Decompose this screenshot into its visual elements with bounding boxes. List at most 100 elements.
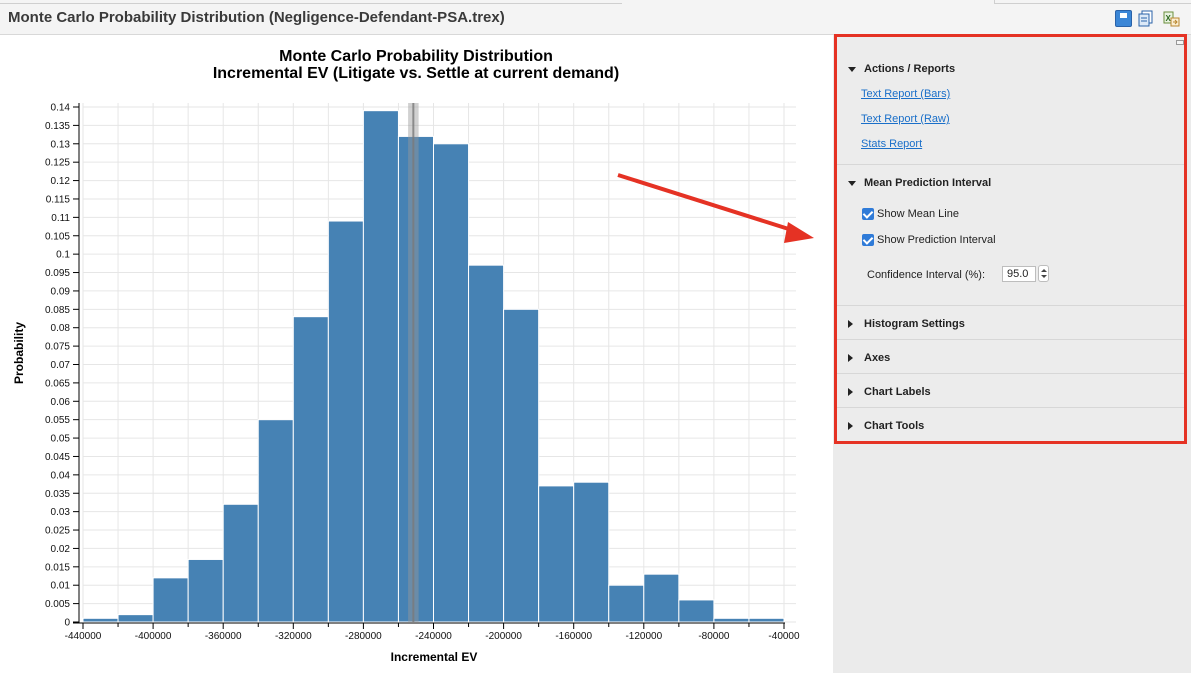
- y-tick-label: 0.05: [51, 434, 71, 445]
- show-prediction-interval-checkbox[interactable]: [862, 234, 874, 246]
- y-tick-label: 0.09: [51, 286, 71, 297]
- save-icon[interactable]: [1115, 10, 1132, 27]
- divider: [837, 164, 1184, 165]
- y-tick-label: 0.07: [51, 360, 71, 371]
- chart-title: Monte Carlo Probability Distribution: [279, 48, 553, 65]
- collapse-panel-button[interactable]: [1176, 40, 1184, 45]
- histogram-bar: [538, 485, 575, 623]
- histogram-bar: [678, 599, 715, 623]
- show-mean-line-label[interactable]: Show Mean Line: [877, 208, 959, 220]
- histogram-bar: [187, 558, 224, 623]
- y-tick-label: 0.13: [51, 139, 71, 150]
- histogram-bar: [362, 110, 399, 623]
- section-collapsed-icon[interactable]: [848, 388, 853, 396]
- section-title-axes[interactable]: Axes: [864, 352, 891, 364]
- histogram-bar: [292, 316, 329, 623]
- histogram-chart: 0 0.005 0.01 0.015 0.02 0.025 0.03 0.035 0.04 0.0…: [12, 48, 800, 664]
- x-tick-label: -400000: [135, 631, 172, 642]
- histogram-bar: [748, 617, 785, 623]
- y-tick-label: 0.06: [51, 397, 71, 408]
- y-tick-label: 0.12: [51, 176, 71, 187]
- section-collapsed-icon[interactable]: [848, 354, 853, 362]
- confidence-interval-stepper[interactable]: [1038, 265, 1049, 282]
- y-tick-label: 0.085: [45, 305, 70, 316]
- y-tick-label: 0.095: [45, 268, 70, 279]
- section-title-chart-tools[interactable]: Chart Tools: [864, 420, 925, 432]
- stats-report-link[interactable]: Stats Report: [861, 138, 923, 150]
- histogram-bar: [573, 481, 610, 623]
- x-axis-label: Incremental EV: [391, 650, 478, 664]
- divider: [837, 305, 1184, 306]
- histogram-bar: [222, 503, 259, 623]
- histogram-bar: [327, 220, 364, 623]
- section-title-actions-reports[interactable]: Actions / Reports: [864, 63, 956, 75]
- y-tick-label: 0.055: [45, 415, 70, 426]
- y-tick-label: 0.135: [45, 121, 70, 132]
- y-tick-label: 0.075: [45, 342, 70, 353]
- y-tick-label: 0.105: [45, 231, 70, 242]
- section-expanded-icon[interactable]: [848, 181, 856, 186]
- y-tick-label: 0.065: [45, 378, 70, 389]
- y-tick-label: 0.115: [46, 194, 71, 205]
- svg-text:X: X: [1166, 14, 1172, 23]
- show-prediction-interval-label[interactable]: Show Prediction Interval: [877, 234, 996, 246]
- chart-options-panel: Actions / Reports Text Report (Bars) Tex…: [834, 34, 1187, 444]
- section-title-histogram-settings[interactable]: Histogram Settings: [864, 318, 965, 330]
- y-axis-label: Probability: [12, 322, 26, 384]
- chart-subtitle: Incremental EV (Litigate vs. Settle at c…: [213, 65, 619, 82]
- y-tick-label: 0: [64, 618, 70, 629]
- histogram-bar: [397, 135, 435, 623]
- show-mean-line-checkbox[interactable]: [862, 208, 874, 220]
- section-collapsed-icon[interactable]: [848, 320, 853, 328]
- x-tick-label: -200000: [485, 631, 522, 642]
- y-tick-label: 0.08: [51, 323, 71, 334]
- y-tick-label: 0.015: [45, 562, 70, 573]
- histogram-bar: [117, 614, 154, 623]
- y-tick-label: 0.03: [51, 507, 71, 518]
- x-tick-label: -280000: [345, 631, 382, 642]
- y-tick-label: 0.125: [45, 158, 70, 169]
- window-title-bar: Monte Carlo Probability Distribution (Ne…: [0, 0, 1191, 35]
- section-title-chart-labels[interactable]: Chart Labels: [864, 386, 931, 398]
- section-title-mean-prediction-interval[interactable]: Mean Prediction Interval: [864, 177, 992, 189]
- export-icon[interactable]: X: [1163, 10, 1180, 27]
- confidence-interval-input[interactable]: 95.0: [1002, 266, 1036, 282]
- x-tick-label: -320000: [275, 631, 312, 642]
- x-tick-label: -40000: [768, 631, 800, 642]
- text-report-raw-link[interactable]: Text Report (Raw): [861, 113, 950, 125]
- y-tick-label: 0.025: [45, 526, 70, 537]
- y-tick-label: 0.11: [51, 213, 70, 224]
- x-tick-label: -440000: [65, 631, 102, 642]
- x-tick-label: -120000: [625, 631, 662, 642]
- text-report-bars-link[interactable]: Text Report (Bars): [861, 88, 951, 100]
- histogram-bar: [468, 264, 505, 623]
- x-tick-label: -160000: [555, 631, 592, 642]
- histogram-bar: [152, 577, 189, 623]
- histogram-bar: [433, 143, 470, 623]
- section-collapsed-icon[interactable]: [848, 422, 853, 430]
- x-tick-label: -360000: [205, 631, 242, 642]
- y-tick-label: 0.035: [45, 489, 70, 500]
- section-expanded-icon[interactable]: [848, 67, 856, 72]
- y-tick-label: 0.14: [51, 103, 71, 114]
- y-tick-label: 0.005: [45, 599, 70, 610]
- y-tick-label: 0.045: [45, 452, 70, 463]
- histogram-bar: [713, 617, 750, 623]
- y-tick-label: 0.02: [51, 544, 71, 555]
- tab-edge: [0, 0, 622, 4]
- histogram-bar: [82, 617, 119, 623]
- window-title: Monte Carlo Probability Distribution (Ne…: [8, 9, 505, 26]
- copy-icon[interactable]: [1137, 10, 1154, 27]
- histogram-bar: [257, 419, 294, 623]
- histogram-bar: [643, 573, 680, 623]
- divider: [837, 339, 1184, 340]
- y-tick-label: 0.01: [51, 581, 71, 592]
- y-tick-label: 0.1: [56, 250, 70, 261]
- x-tick-label: -240000: [415, 631, 452, 642]
- x-tick-label: -80000: [698, 631, 730, 642]
- confidence-interval-label: Confidence Interval (%):: [867, 269, 985, 281]
- divider: [837, 373, 1184, 374]
- histogram-bar: [608, 584, 645, 623]
- tab-edge: [994, 0, 1191, 4]
- chart-area: 0 0.005 0.01 0.015 0.02 0.025 0.03 0.035 0.04 0.0…: [0, 35, 833, 673]
